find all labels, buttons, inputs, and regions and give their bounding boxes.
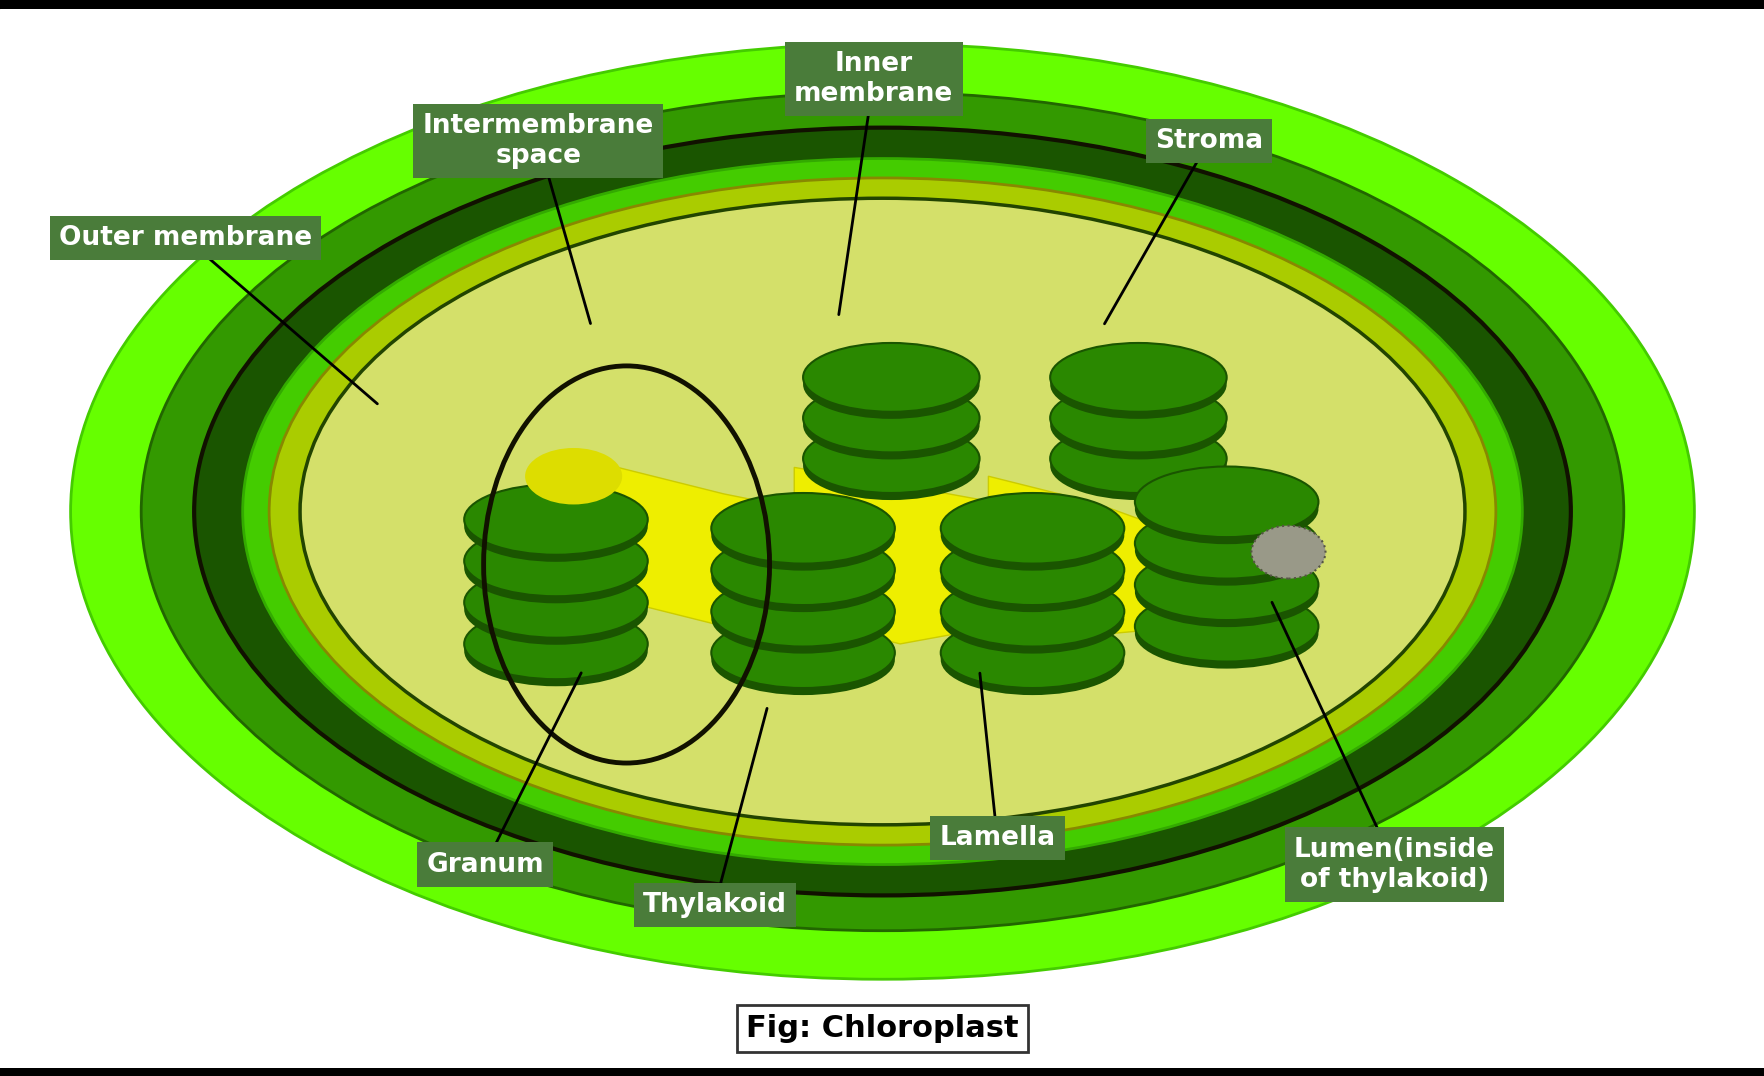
Ellipse shape bbox=[803, 431, 979, 500]
Ellipse shape bbox=[711, 500, 894, 570]
Ellipse shape bbox=[300, 198, 1464, 825]
Ellipse shape bbox=[803, 383, 979, 452]
Ellipse shape bbox=[464, 575, 647, 645]
Ellipse shape bbox=[464, 567, 647, 638]
Ellipse shape bbox=[71, 44, 1693, 979]
Ellipse shape bbox=[464, 615, 647, 686]
Ellipse shape bbox=[1134, 467, 1318, 537]
Text: Granum: Granum bbox=[427, 851, 543, 878]
Text: Thylakoid: Thylakoid bbox=[642, 892, 787, 918]
Ellipse shape bbox=[711, 493, 894, 564]
Ellipse shape bbox=[803, 343, 979, 412]
Ellipse shape bbox=[711, 576, 894, 647]
Ellipse shape bbox=[1050, 343, 1226, 412]
Ellipse shape bbox=[1050, 391, 1226, 459]
Ellipse shape bbox=[464, 533, 647, 604]
Ellipse shape bbox=[940, 500, 1124, 570]
Text: Stroma: Stroma bbox=[1154, 128, 1263, 154]
Ellipse shape bbox=[940, 624, 1124, 695]
Ellipse shape bbox=[1050, 350, 1226, 419]
Text: Outer membrane: Outer membrane bbox=[58, 225, 312, 251]
Ellipse shape bbox=[711, 541, 894, 612]
Ellipse shape bbox=[270, 178, 1496, 845]
Ellipse shape bbox=[803, 391, 979, 459]
Ellipse shape bbox=[243, 158, 1522, 864]
Ellipse shape bbox=[1251, 526, 1325, 579]
Text: Inner
membrane: Inner membrane bbox=[794, 51, 953, 108]
Ellipse shape bbox=[1134, 515, 1318, 585]
Ellipse shape bbox=[940, 493, 1124, 564]
Ellipse shape bbox=[1134, 598, 1318, 668]
Ellipse shape bbox=[526, 448, 623, 505]
Ellipse shape bbox=[803, 424, 979, 493]
Ellipse shape bbox=[1134, 473, 1318, 544]
Ellipse shape bbox=[464, 609, 647, 679]
Ellipse shape bbox=[711, 535, 894, 605]
Polygon shape bbox=[794, 467, 997, 643]
Ellipse shape bbox=[194, 128, 1570, 895]
Ellipse shape bbox=[1134, 508, 1318, 579]
Ellipse shape bbox=[940, 541, 1124, 612]
Ellipse shape bbox=[464, 526, 647, 596]
Ellipse shape bbox=[711, 624, 894, 695]
Ellipse shape bbox=[464, 484, 647, 555]
Ellipse shape bbox=[1134, 591, 1318, 662]
Ellipse shape bbox=[464, 492, 647, 562]
Ellipse shape bbox=[1134, 556, 1318, 627]
Ellipse shape bbox=[940, 618, 1124, 688]
Polygon shape bbox=[988, 477, 1191, 635]
Text: Lamella: Lamella bbox=[938, 825, 1055, 851]
Ellipse shape bbox=[803, 350, 979, 419]
Ellipse shape bbox=[940, 535, 1124, 605]
Ellipse shape bbox=[141, 93, 1623, 931]
Ellipse shape bbox=[940, 583, 1124, 653]
Ellipse shape bbox=[1050, 431, 1226, 500]
Text: Lumen(inside
of thylakoid): Lumen(inside of thylakoid) bbox=[1293, 836, 1494, 892]
Ellipse shape bbox=[1050, 424, 1226, 493]
Ellipse shape bbox=[940, 576, 1124, 647]
Ellipse shape bbox=[1050, 383, 1226, 452]
Text: Intermembrane
space: Intermembrane space bbox=[422, 113, 654, 169]
Text: Fig: Chloroplast: Fig: Chloroplast bbox=[746, 1015, 1018, 1043]
Polygon shape bbox=[564, 467, 811, 626]
Ellipse shape bbox=[711, 618, 894, 688]
Ellipse shape bbox=[711, 583, 894, 653]
Ellipse shape bbox=[1134, 550, 1318, 620]
